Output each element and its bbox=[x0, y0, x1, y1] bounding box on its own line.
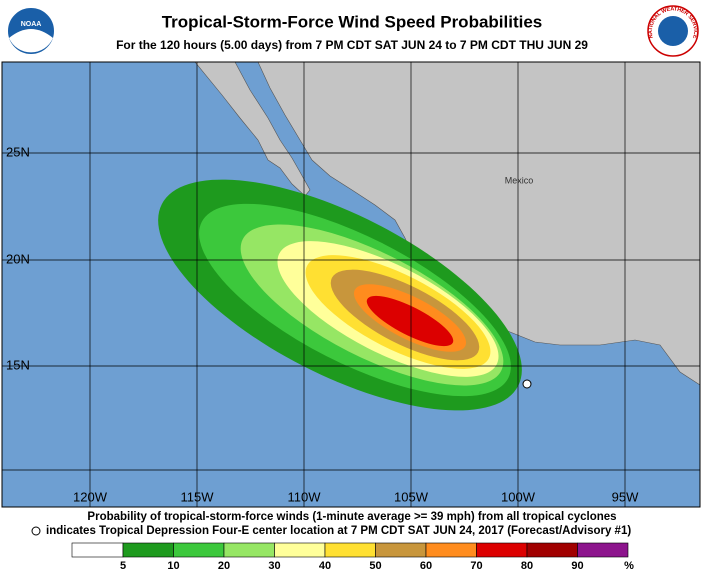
legend-label: 30 bbox=[268, 560, 280, 572]
legend-swatch bbox=[375, 542, 427, 558]
legend: 5 10 20 30 40 50 60 70 80 90% bbox=[71, 542, 634, 572]
legend-label: 5 bbox=[120, 560, 126, 572]
lon-label: 120W bbox=[73, 489, 108, 504]
legend-label: 90 bbox=[571, 560, 583, 572]
legend-swatch bbox=[71, 542, 124, 558]
legend-label: 10 bbox=[167, 560, 179, 572]
noaa-logo: NOAA bbox=[6, 6, 56, 56]
legend-swatch bbox=[425, 542, 477, 558]
center-symbol bbox=[31, 526, 41, 536]
storm-center bbox=[522, 379, 532, 389]
legend-unit: % bbox=[624, 560, 634, 572]
legend-swatch bbox=[223, 542, 275, 558]
contour bbox=[366, 295, 454, 347]
logo-text: NOAA bbox=[21, 21, 42, 28]
legend-swatch bbox=[122, 542, 174, 558]
lon-label: 115W bbox=[181, 489, 215, 504]
legend-swatch bbox=[526, 542, 578, 558]
lat-label: 25N bbox=[6, 144, 30, 159]
lon-label: 110W bbox=[288, 489, 322, 504]
footer-line1: Probability of tropical-storm-force wind… bbox=[87, 511, 616, 523]
lon-label: 105W bbox=[394, 489, 429, 504]
subtitle: For the 120 hours (5.00 days) from 7 PM … bbox=[116, 38, 588, 52]
logo-wave bbox=[9, 29, 53, 53]
legend-label: 60 bbox=[420, 560, 432, 572]
legend-label: 80 bbox=[521, 560, 533, 572]
legend-swatch bbox=[577, 542, 629, 558]
legend-label: 50 bbox=[369, 560, 381, 572]
legend-swatch bbox=[476, 542, 528, 558]
graticule: 25N 20N 15N 120W 115W 110W 105W 100W 95W bbox=[2, 62, 700, 507]
map: 25N 20N 15N 120W 115W 110W 105W 100W 95W Mexico bbox=[2, 62, 700, 507]
lat-label: 15N bbox=[6, 357, 30, 372]
legend-label: 20 bbox=[218, 560, 230, 572]
legend-label: 40 bbox=[319, 560, 331, 572]
footer-line2: indicates Tropical Depression Four-E cen… bbox=[46, 525, 631, 537]
lon-label: 100W bbox=[501, 489, 536, 504]
lat-label: 20N bbox=[6, 251, 30, 266]
place-label: Mexico bbox=[505, 175, 534, 185]
lon-label: 95W bbox=[612, 489, 639, 504]
baja-california bbox=[194, 62, 311, 197]
legend-swatch bbox=[173, 542, 225, 558]
legend-label: 70 bbox=[470, 560, 482, 572]
legend-swatch bbox=[324, 542, 376, 558]
logo-inner bbox=[658, 16, 688, 46]
map-frame bbox=[1, 61, 701, 508]
nws-logo: NATIONAL WEATHER SERVICE bbox=[647, 5, 699, 57]
title: Tropical-Storm-Force Wind Speed Probabil… bbox=[162, 12, 543, 31]
legend-swatch bbox=[274, 542, 326, 558]
probability-contours bbox=[158, 179, 522, 411]
